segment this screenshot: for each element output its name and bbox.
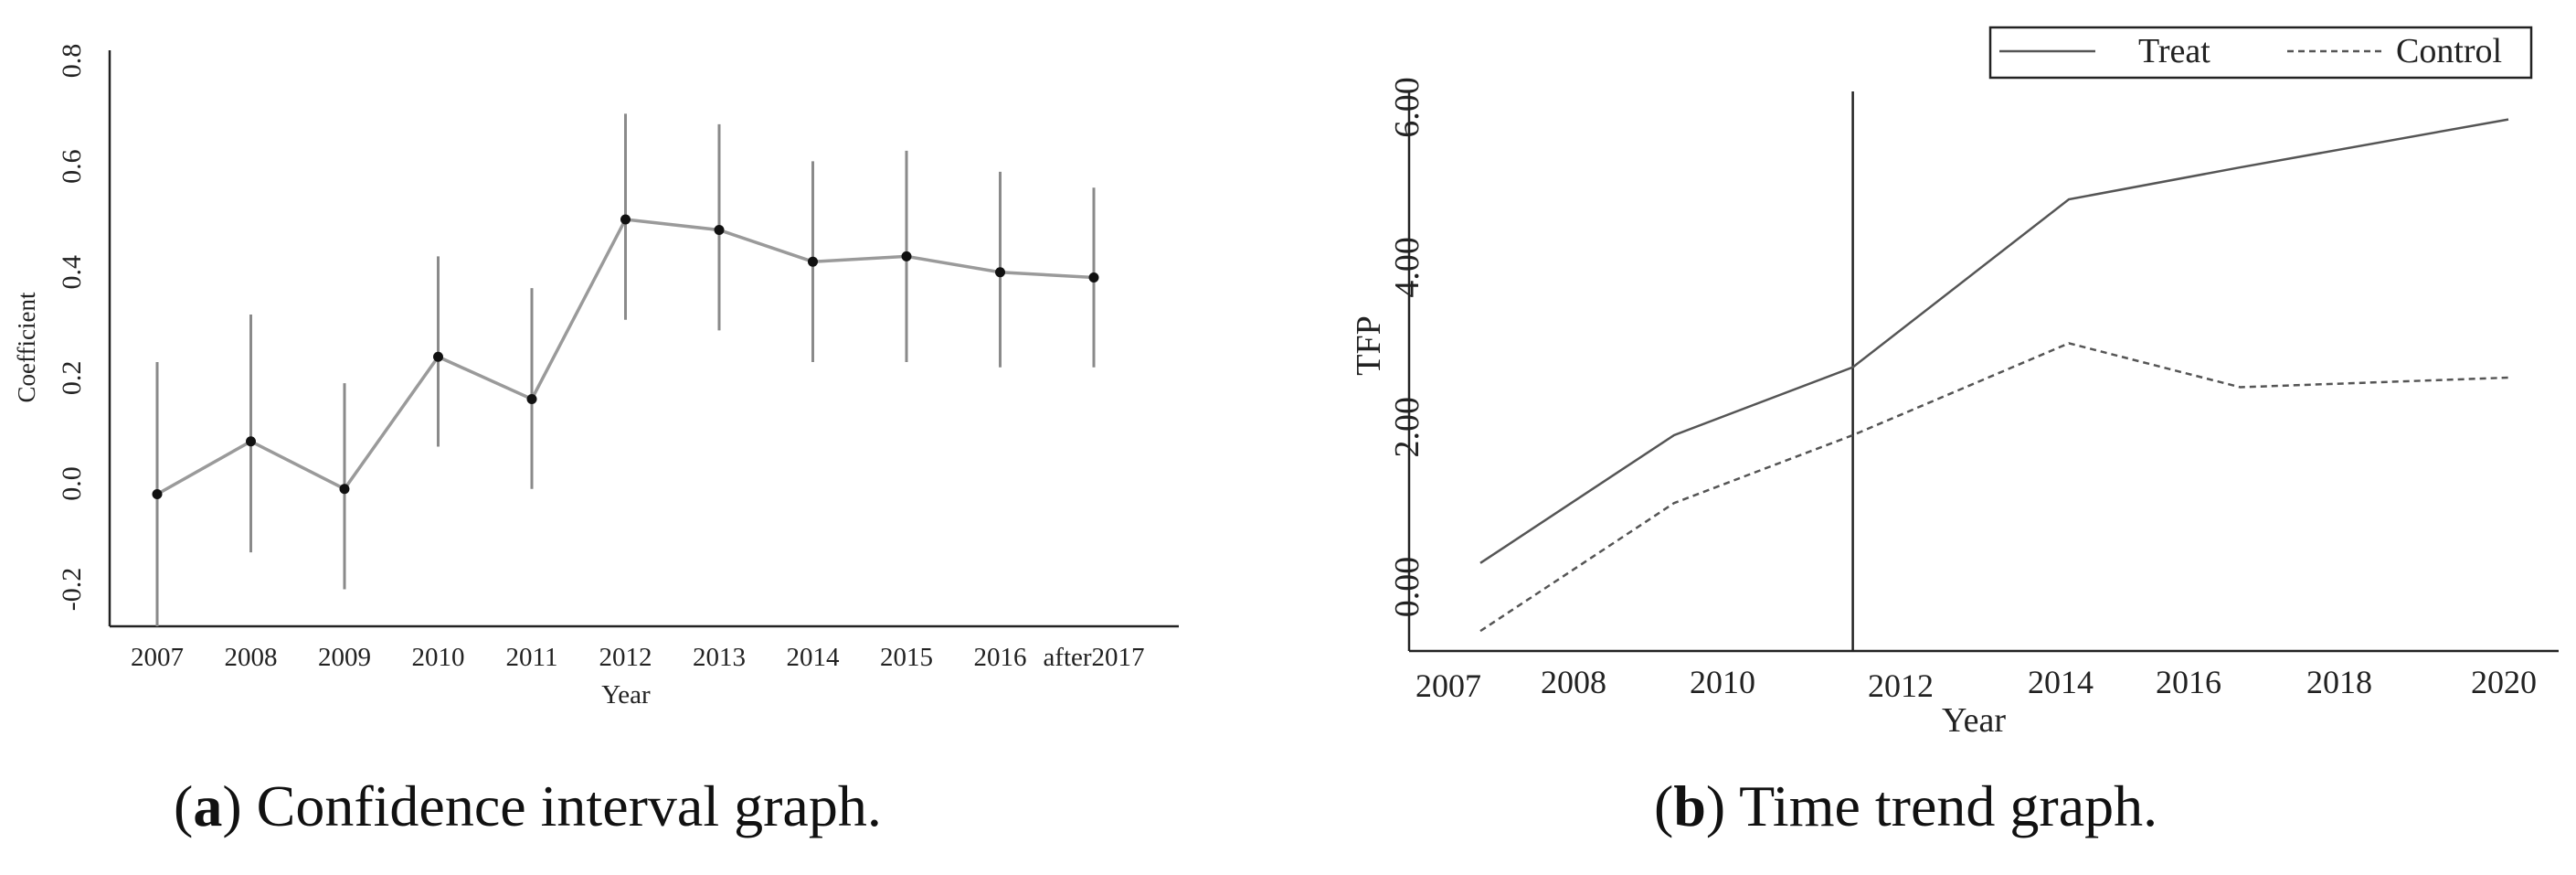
x-tick-label-a: 2012 [599, 643, 652, 672]
coefficient-point-a [433, 351, 443, 362]
y-tick-label-a: 0.0 [57, 466, 87, 501]
x-tick-label-b: 2014 [2028, 664, 2094, 700]
x-tick-label-b: 2007 [1415, 667, 1481, 704]
x-tick-label-b: 2018 [2306, 664, 2372, 700]
y-tick-label-b: 4.00 [1388, 237, 1426, 298]
y-axis-title-b: TFP [1350, 315, 1388, 375]
coefficient-point-a [246, 436, 256, 447]
y-tick-label-a: 0.4 [57, 255, 87, 290]
x-tick-label-b: 2010 [1690, 664, 1755, 700]
coefficient-point-a [808, 256, 818, 267]
x-axis-title-a: Year [601, 680, 651, 710]
x-axis-title-b: Year [1942, 701, 2006, 740]
x-tick-label-b: 2020 [2471, 664, 2537, 700]
coefficient-point-a [620, 214, 631, 225]
y-axis-title-a: Coefficient [13, 292, 40, 402]
coefficient-point-a [901, 251, 912, 261]
coefficient-point-a [339, 484, 350, 495]
x-tick-label-a: 2014 [787, 643, 841, 672]
caption-a: (a) Confidence interval graph. [174, 774, 882, 838]
series-line-control [1479, 342, 2509, 633]
y-tick-label-b: 6.00 [1388, 77, 1426, 138]
caption-b: (b) Time trend graph. [1654, 774, 2158, 838]
legend-b: Treat Control [1988, 26, 2533, 80]
x-tick-label-a: 2010 [412, 643, 465, 672]
x-tick-label-a: 2009 [318, 643, 371, 672]
y-tick-label-a: -0.2 [57, 568, 87, 612]
coefficient-point-a [995, 267, 1005, 278]
caption-b-label: b [1673, 774, 1706, 838]
x-tick-label-a: 2016 [974, 643, 1027, 672]
x-tick-label-a: 2007 [131, 643, 184, 672]
coefficient-point-a [1088, 272, 1099, 283]
x-tick-label-a: after2017 [1043, 643, 1144, 672]
y-tick-label-a: 0.2 [57, 361, 87, 396]
series-line-treat [1479, 118, 2509, 564]
x-tick-label-b: 2016 [2156, 664, 2221, 700]
legend-label-control: Control [2396, 32, 2502, 70]
chart-b-time-trend: 0.00 2.00 4.00 6.00 TFP 2007 2008 2010 2012 2014 2… [1350, 26, 2559, 740]
x-tick-label-b: 2012 [1868, 667, 1934, 704]
coefficient-point-a [526, 393, 537, 404]
caption-a-text: Confidence interval graph. [256, 774, 882, 838]
chart-a-confidence-interval: -0.2 0.0 0.2 0.4 0.6 0.8 Coefficient 2007 2008 20… [13, 44, 1179, 710]
x-tick-label-a: 2013 [693, 643, 746, 672]
legend-label-treat: Treat [2138, 32, 2210, 70]
x-tick-label-a: 2008 [225, 643, 278, 672]
y-tick-label-a: 0.6 [57, 149, 87, 184]
y-tick-label-b: 2.00 [1388, 397, 1426, 458]
coefficient-point-a [714, 225, 725, 236]
coefficient-point-a [152, 489, 163, 500]
x-tick-label-a: 2015 [880, 643, 933, 672]
x-tick-label-b: 2008 [1541, 664, 1606, 700]
legend-box-b [1988, 26, 2533, 80]
caption-a-label: a [193, 774, 223, 838]
y-tick-label-a: 0.8 [57, 44, 87, 79]
x-tick-label-a: 2011 [506, 643, 558, 672]
caption-b-text: Time trend graph. [1739, 774, 2158, 838]
y-tick-label-b: 0.00 [1388, 557, 1426, 618]
